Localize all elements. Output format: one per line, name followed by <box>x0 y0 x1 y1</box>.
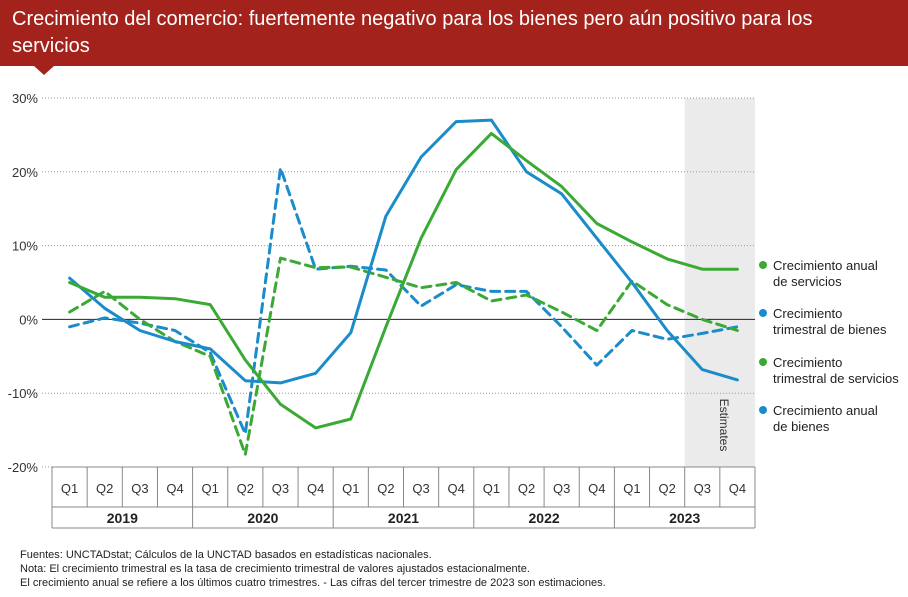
x-tick-label: Q1 <box>202 481 219 496</box>
x-tick-label: Q3 <box>553 481 570 496</box>
x-tick-label: Q4 <box>448 481 465 496</box>
y-tick-label: 0% <box>19 312 38 327</box>
x-tick-label: Q3 <box>131 481 148 496</box>
y-tick-label: 20% <box>12 165 38 180</box>
x-tick-label: Q2 <box>658 481 675 496</box>
x-tick-label: Q2 <box>96 481 113 496</box>
y-tick-label: 30% <box>12 91 38 106</box>
legend-label: Crecimiento anual de bienes <box>773 403 878 434</box>
x-tick-label: Q2 <box>377 481 394 496</box>
x-tick-label: Q4 <box>729 481 746 496</box>
x-tick-label: Q1 <box>623 481 640 496</box>
x-tick-label: Q4 <box>307 481 324 496</box>
x-tick-label: Q1 <box>342 481 359 496</box>
banner-notch <box>34 66 54 75</box>
year-label: 2023 <box>669 510 700 526</box>
x-tick-label: Q4 <box>588 481 605 496</box>
x-tick-label: Q1 <box>483 481 500 496</box>
legend-marker <box>759 309 767 317</box>
x-tick-label: Q3 <box>412 481 429 496</box>
legend-label: Crecimiento trimestral de bienes <box>773 306 887 337</box>
chart-title: Crecimiento del comercio: fuertemente ne… <box>12 8 813 57</box>
year-label: 2019 <box>107 510 138 526</box>
series-line-0 <box>68 131 739 430</box>
legend-marker <box>759 358 767 366</box>
series-line-1 <box>68 118 739 385</box>
legend-marker <box>759 261 767 269</box>
y-tick-label: -20% <box>8 460 39 475</box>
year-label: 2021 <box>388 510 419 526</box>
title-banner: Crecimiento del comercio: fuertemente ne… <box>0 0 908 66</box>
x-tick-label: Q3 <box>694 481 711 496</box>
x-tick-label: Q2 <box>237 481 254 496</box>
year-label: 2022 <box>529 510 560 526</box>
x-tick-label: Q1 <box>61 481 78 496</box>
y-tick-label: 10% <box>12 239 38 254</box>
footer-annual-note: El crecimiento anual se refiere a los úl… <box>20 577 606 589</box>
x-tick-label: Q3 <box>272 481 289 496</box>
estimates-label: Estimates <box>717 399 731 452</box>
legend-label: Crecimiento anual de servicios <box>773 258 878 289</box>
legend-label: Crecimiento trimestral de servicios <box>773 355 899 386</box>
year-label: 2020 <box>247 510 278 526</box>
estimates-band <box>684 98 755 467</box>
y-tick-label: -10% <box>8 386 39 401</box>
x-tick-label: Q2 <box>518 481 535 496</box>
footer-note: Nota: El crecimiento trimestral es la ta… <box>20 563 530 575</box>
x-tick-label: Q4 <box>166 481 183 496</box>
series-line-3 <box>68 166 739 436</box>
chart-footer: Fuentes: UNCTADstat; Cálculos de la UNCT… <box>20 548 900 590</box>
legend-marker <box>759 406 767 414</box>
footer-sources: Fuentes: UNCTADstat; Cálculos de la UNCT… <box>20 549 432 561</box>
